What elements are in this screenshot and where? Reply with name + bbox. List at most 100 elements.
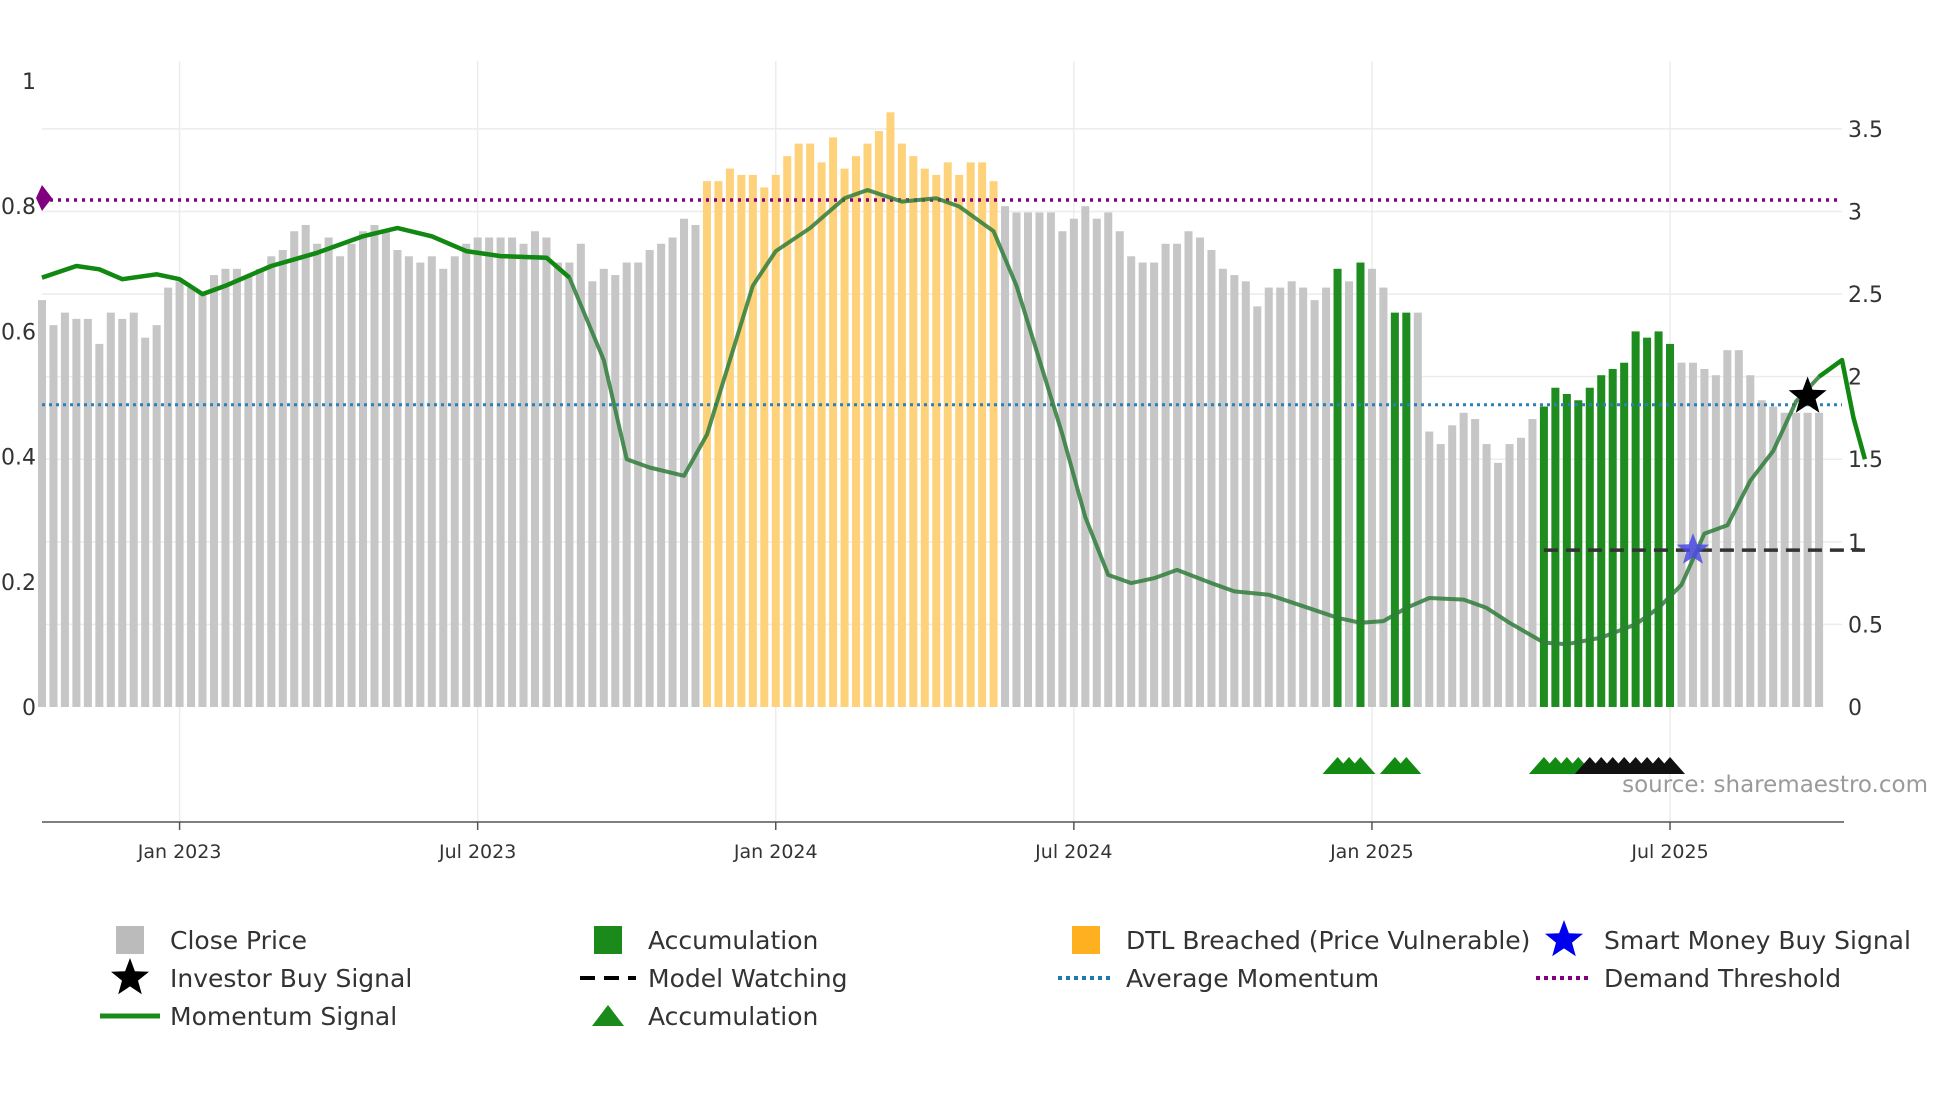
legend-label: Average Momentum bbox=[1126, 964, 1379, 993]
right-tick-label: 1.5 bbox=[1848, 448, 1883, 473]
legend-label: Momentum Signal bbox=[170, 1002, 397, 1031]
price-bar bbox=[370, 224, 379, 708]
momentum-line bbox=[41, 188, 1868, 647]
price-bar bbox=[1001, 206, 1010, 707]
price-bar bbox=[313, 243, 322, 707]
price-bar bbox=[95, 343, 104, 707]
legend-label: DTL Breached (Price Vulnerable) bbox=[1126, 926, 1530, 955]
price-bar bbox=[702, 181, 711, 707]
price-bar bbox=[1780, 412, 1789, 707]
legend-item: Accumulation bbox=[592, 1002, 818, 1031]
price-bar bbox=[129, 312, 138, 707]
price-bar bbox=[1471, 419, 1480, 707]
price-bar bbox=[748, 174, 757, 707]
legend-triangle-icon bbox=[592, 1005, 624, 1026]
legend-label: Demand Threshold bbox=[1604, 964, 1841, 993]
price-bar bbox=[347, 243, 356, 707]
price-bar bbox=[37, 300, 47, 707]
legend-item: Average Momentum bbox=[1058, 964, 1379, 993]
left-tick-label: 0.6 bbox=[1, 320, 36, 345]
price-bar bbox=[1115, 231, 1124, 708]
price-bar bbox=[450, 256, 459, 707]
price-bar bbox=[462, 243, 471, 707]
price-bar bbox=[760, 187, 769, 708]
investor-buy-signal-star bbox=[1788, 376, 1827, 413]
x-tick-label: Jul 2024 bbox=[1034, 841, 1112, 863]
price-bar bbox=[1299, 287, 1308, 707]
price-bar bbox=[393, 250, 402, 707]
price-bar bbox=[978, 162, 987, 707]
price-bar bbox=[1310, 300, 1319, 707]
x-tick-label: Jan 2025 bbox=[1329, 841, 1414, 863]
price-bar bbox=[290, 231, 299, 708]
price-bar bbox=[1138, 262, 1147, 707]
price-bar bbox=[1677, 362, 1686, 707]
price-bar bbox=[209, 275, 218, 707]
price-bar bbox=[221, 268, 230, 707]
price-bar bbox=[473, 237, 482, 707]
reference-lines bbox=[36, 185, 1865, 552]
price-bar bbox=[553, 262, 562, 707]
price-bar bbox=[794, 143, 803, 708]
price-bar bbox=[1150, 262, 1159, 707]
price-bar bbox=[1551, 387, 1560, 707]
price-bar bbox=[1482, 444, 1491, 707]
price-bar bbox=[1539, 406, 1548, 707]
price-bar bbox=[1413, 312, 1422, 707]
price-bar bbox=[301, 224, 310, 708]
legend-label: Accumulation bbox=[648, 1002, 818, 1031]
legend-item: Accumulation bbox=[594, 926, 818, 955]
price-bar bbox=[1173, 243, 1182, 707]
price-bar bbox=[49, 325, 58, 707]
source-label: source: sharemaestro.com bbox=[1622, 772, 1928, 798]
price-bar bbox=[1803, 412, 1812, 707]
price-bar bbox=[1734, 350, 1743, 707]
price-bar bbox=[840, 168, 849, 707]
price-bar bbox=[817, 162, 826, 707]
price-bar bbox=[691, 224, 700, 708]
price-bar bbox=[416, 262, 425, 707]
price-bar bbox=[909, 156, 918, 707]
price-bar bbox=[324, 237, 333, 707]
price-bar bbox=[508, 237, 517, 707]
price-bar bbox=[725, 168, 734, 707]
price-bar bbox=[829, 137, 838, 708]
price-bar bbox=[576, 243, 585, 707]
legend-star-icon bbox=[1545, 920, 1583, 957]
price-bar bbox=[1195, 237, 1204, 707]
price-bar bbox=[1746, 375, 1755, 707]
accumulation-triangle bbox=[1345, 757, 1376, 774]
price-bar bbox=[1344, 281, 1354, 707]
price-bar bbox=[336, 256, 345, 707]
price-bar bbox=[1207, 250, 1216, 707]
price-bar bbox=[1035, 212, 1044, 707]
right-tick-label: 3.5 bbox=[1848, 118, 1883, 143]
price-bar bbox=[1666, 343, 1675, 707]
signal-markers bbox=[1322, 376, 1827, 774]
left-tick-label: 1 bbox=[22, 70, 36, 95]
price-bar bbox=[1494, 462, 1503, 707]
price-bar bbox=[611, 275, 620, 707]
price-bar bbox=[278, 250, 287, 707]
legend-label: Close Price bbox=[170, 926, 307, 955]
price-bar bbox=[1620, 362, 1629, 707]
legend-label: Smart Money Buy Signal bbox=[1604, 926, 1911, 955]
right-tick-label: 0.5 bbox=[1848, 613, 1883, 638]
price-bar bbox=[1379, 287, 1388, 707]
price-bar bbox=[1528, 419, 1537, 707]
price-bar bbox=[920, 168, 929, 707]
price-bar bbox=[1230, 275, 1239, 707]
price-bar bbox=[255, 268, 264, 707]
smart-money-buy-signal-star bbox=[1676, 533, 1710, 564]
price-bar bbox=[496, 237, 505, 707]
price-bar bbox=[175, 281, 184, 707]
legend-item: Model Watching bbox=[580, 964, 848, 993]
legend-item: DTL Breached (Price Vulnerable) bbox=[1072, 926, 1530, 955]
price-bar bbox=[542, 237, 551, 707]
right-tick-label: 2.5 bbox=[1848, 283, 1883, 308]
price-bar bbox=[1023, 212, 1032, 707]
x-tick-label: Jan 2023 bbox=[137, 841, 222, 863]
price-bar bbox=[588, 281, 597, 707]
price-bar bbox=[1516, 437, 1525, 707]
price-bar bbox=[622, 262, 631, 707]
